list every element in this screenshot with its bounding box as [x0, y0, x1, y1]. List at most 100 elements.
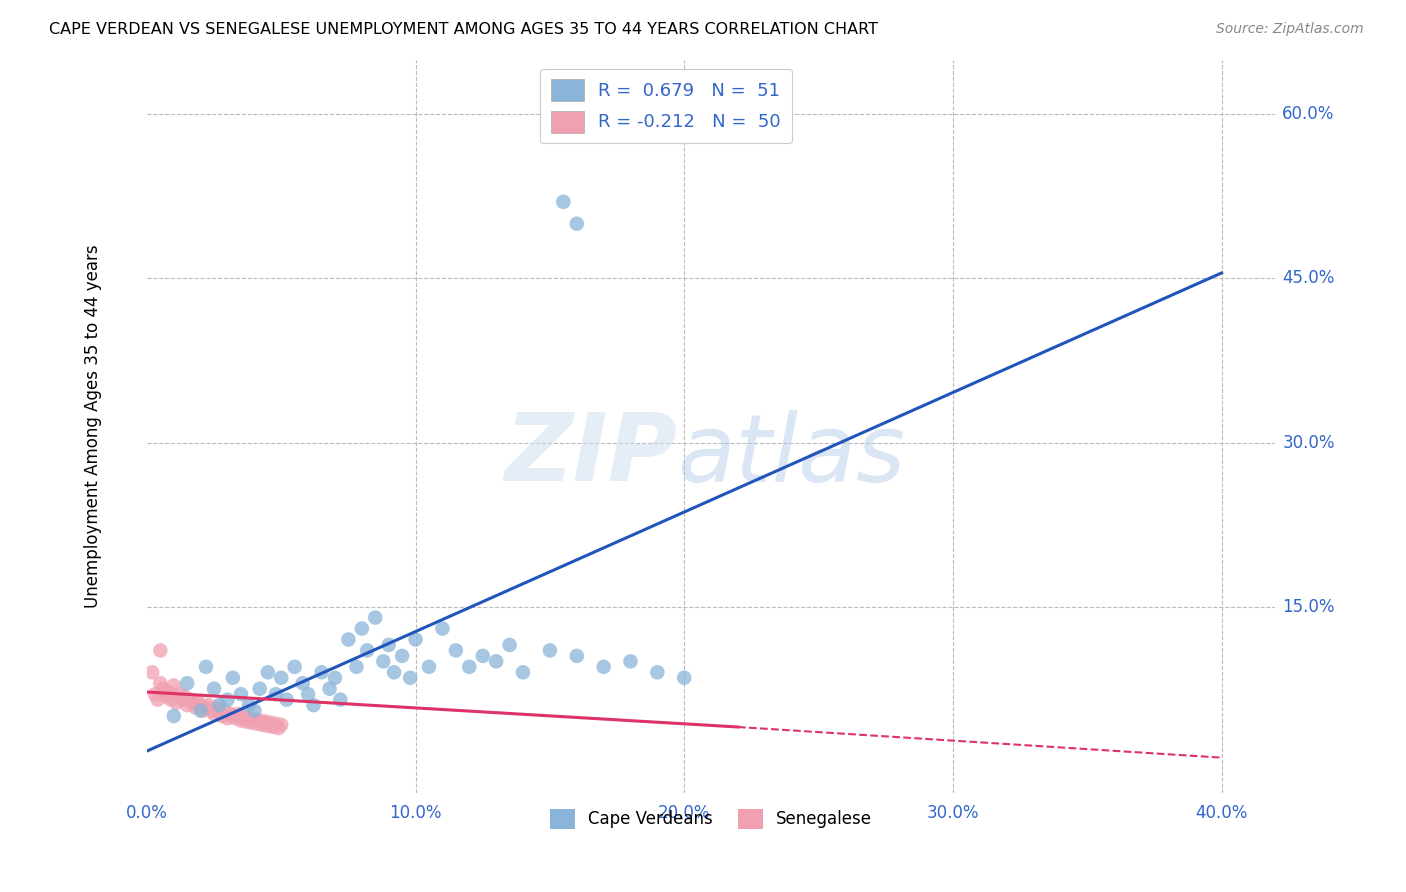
Point: [208, 698, 231, 712]
Point: [259, 715, 281, 730]
Point: [323, 671, 346, 685]
Point: [256, 665, 278, 680]
Point: [243, 712, 266, 726]
Point: [246, 716, 269, 731]
Text: 30.0%: 30.0%: [927, 804, 979, 822]
Point: [226, 706, 249, 721]
Point: [356, 643, 378, 657]
Point: [143, 687, 166, 701]
Point: [170, 692, 193, 706]
Point: [302, 698, 325, 712]
Point: [254, 714, 277, 729]
Point: [485, 654, 508, 668]
Point: [240, 715, 263, 730]
Point: [444, 643, 467, 657]
Point: [229, 714, 252, 728]
Point: [256, 719, 278, 733]
Point: [337, 632, 360, 647]
Point: [179, 692, 201, 706]
Point: [163, 678, 186, 692]
Point: [217, 711, 239, 725]
Text: 45.0%: 45.0%: [1282, 269, 1334, 287]
Point: [291, 676, 314, 690]
Point: [173, 690, 195, 704]
Point: [458, 660, 481, 674]
Point: [391, 648, 413, 663]
Point: [200, 704, 222, 718]
Point: [399, 671, 422, 685]
Point: [553, 194, 575, 209]
Point: [229, 687, 252, 701]
Text: ZIP: ZIP: [505, 409, 678, 501]
Text: CAPE VERDEAN VS SENEGALESE UNEMPLOYMENT AMONG AGES 35 TO 44 YEARS CORRELATION CH: CAPE VERDEAN VS SENEGALESE UNEMPLOYMENT …: [49, 22, 879, 37]
Point: [471, 648, 494, 663]
Point: [152, 681, 174, 696]
Point: [163, 709, 186, 723]
Point: [262, 720, 284, 734]
Point: [176, 698, 198, 712]
Point: [498, 638, 520, 652]
Point: [187, 695, 209, 709]
Point: [238, 698, 260, 712]
Point: [232, 710, 254, 724]
Point: [190, 704, 212, 718]
Point: [276, 692, 298, 706]
Y-axis label: Unemployment Among Ages 35 to 44 years: Unemployment Among Ages 35 to 44 years: [84, 244, 101, 608]
Point: [243, 704, 266, 718]
Point: [405, 632, 427, 647]
Point: [211, 709, 233, 723]
Point: [329, 692, 352, 706]
Point: [184, 700, 207, 714]
Point: [346, 660, 368, 674]
Point: [284, 660, 307, 674]
Point: [382, 665, 405, 680]
Point: [235, 714, 257, 729]
Point: [205, 701, 228, 715]
Point: [270, 718, 292, 732]
Point: [225, 711, 247, 725]
Point: [249, 714, 271, 728]
Point: [195, 700, 218, 714]
Text: 0.0%: 0.0%: [127, 804, 167, 822]
Point: [252, 718, 274, 732]
Text: 30.0%: 30.0%: [1282, 434, 1334, 451]
Point: [249, 681, 271, 696]
Point: [149, 676, 172, 690]
Point: [176, 676, 198, 690]
Point: [673, 671, 696, 685]
Point: [193, 704, 215, 718]
Point: [647, 665, 669, 680]
Point: [202, 681, 225, 696]
Point: [197, 698, 219, 712]
Point: [364, 610, 387, 624]
Point: [222, 671, 245, 685]
Point: [190, 698, 212, 712]
Point: [311, 665, 333, 680]
Point: [270, 671, 292, 685]
Point: [160, 692, 183, 706]
Point: [432, 622, 454, 636]
Point: [149, 643, 172, 657]
Point: [565, 217, 588, 231]
Point: [267, 721, 290, 735]
Point: [222, 709, 245, 723]
Point: [538, 643, 561, 657]
Text: 20.0%: 20.0%: [658, 804, 710, 822]
Point: [202, 706, 225, 721]
Point: [264, 687, 287, 701]
Point: [512, 665, 534, 680]
Point: [592, 660, 614, 674]
Text: 10.0%: 10.0%: [389, 804, 441, 822]
Point: [208, 706, 231, 720]
Point: [141, 665, 163, 680]
Point: [219, 706, 242, 721]
Point: [418, 660, 440, 674]
Point: [297, 687, 319, 701]
Point: [238, 711, 260, 725]
Point: [181, 696, 204, 710]
Point: [373, 654, 395, 668]
Text: 40.0%: 40.0%: [1195, 804, 1247, 822]
Text: atlas: atlas: [678, 410, 905, 501]
Point: [350, 622, 373, 636]
Point: [619, 654, 641, 668]
